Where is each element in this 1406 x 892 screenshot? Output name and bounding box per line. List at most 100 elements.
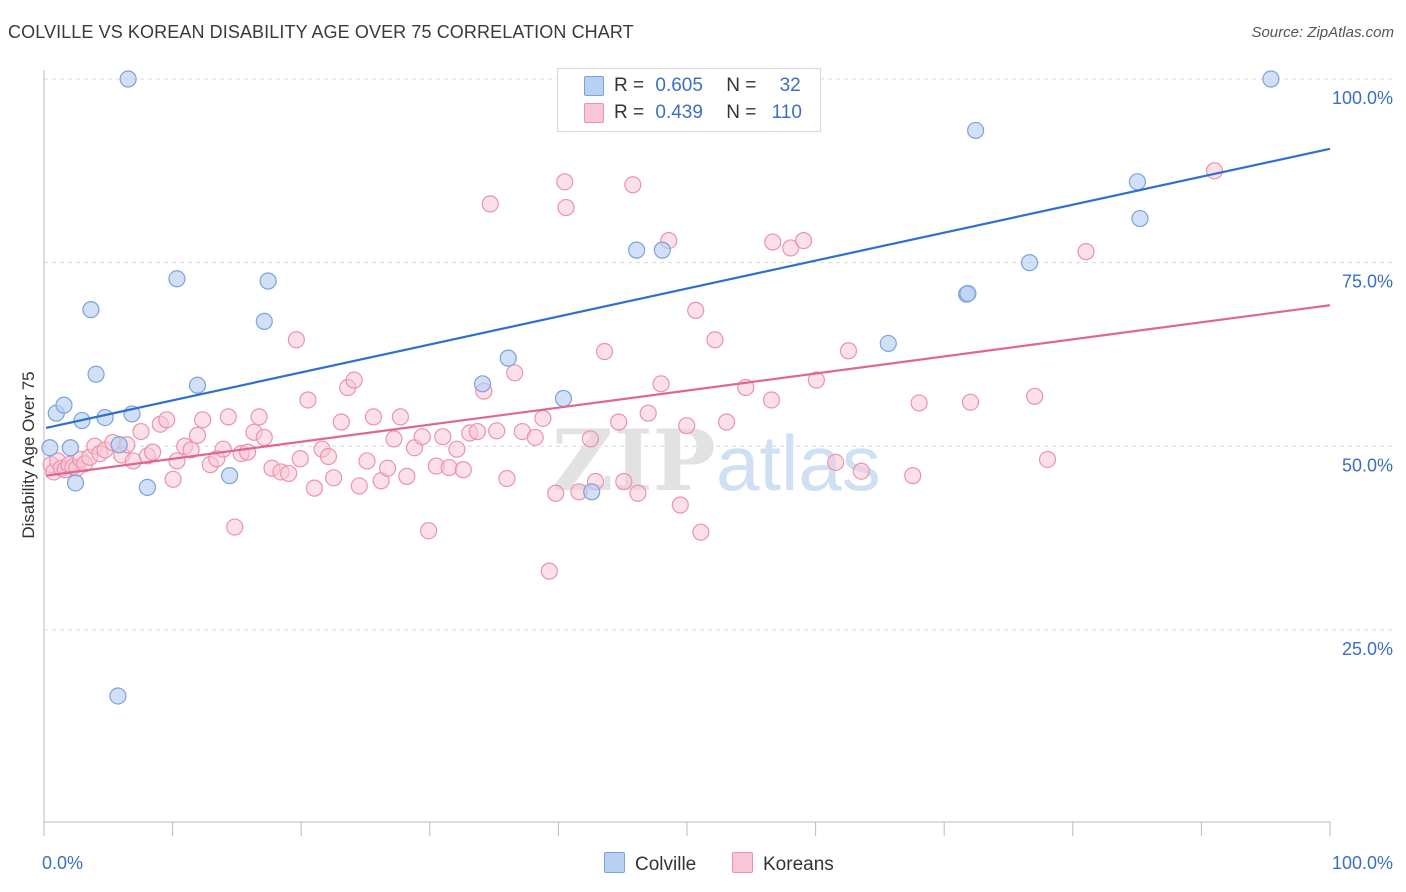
koreans-point	[652, 375, 670, 393]
koreans-point	[468, 422, 487, 441]
x-tick-label-max: 100.0%	[1332, 853, 1393, 873]
koreans-legend-swatch	[732, 852, 753, 873]
koreans-point	[615, 472, 633, 491]
colville-point	[499, 349, 517, 367]
koreans-point	[250, 408, 268, 426]
koreans-point	[143, 443, 162, 461]
colville-point	[41, 439, 59, 457]
koreans-point	[194, 411, 212, 429]
koreans-point	[687, 301, 705, 319]
koreans-point	[280, 464, 298, 483]
n-label: N =	[726, 102, 757, 123]
colville-point	[87, 365, 105, 383]
koreans-point	[182, 441, 200, 459]
colville-point	[583, 483, 601, 501]
koreans-point	[488, 422, 506, 440]
koreans-point	[385, 430, 403, 448]
koreans-point	[595, 342, 614, 361]
koreans-point	[291, 450, 309, 468]
koreans-point	[498, 469, 516, 488]
koreans-point	[1077, 243, 1095, 261]
colville-point	[1262, 70, 1280, 88]
colville-point	[959, 284, 977, 303]
y-tick-label-25: 25.0%	[1342, 639, 1393, 659]
koreans-point	[188, 426, 207, 444]
koreans-swatch	[584, 103, 604, 123]
n-label: N =	[726, 75, 757, 96]
koreans-point	[827, 453, 845, 472]
koreans-point	[132, 422, 150, 441]
trend-lines	[45, 147, 1331, 477]
colville-point	[109, 687, 127, 705]
koreans-point	[910, 394, 928, 412]
koreans-r-value: 0.439	[655, 102, 703, 123]
colville-point	[55, 396, 73, 414]
koreans-point	[1205, 162, 1224, 180]
colville-point	[1128, 173, 1147, 191]
colville-legend-label: Colville	[635, 854, 697, 875]
koreans-point	[624, 176, 642, 194]
colville-point	[628, 241, 646, 259]
koreans-point	[557, 198, 575, 217]
koreans-point	[1038, 450, 1057, 469]
colville-point	[66, 474, 85, 492]
koreans-point	[398, 467, 416, 485]
koreans-point	[420, 522, 438, 540]
koreans-point	[506, 364, 524, 382]
source-credit: Source: ZipAtlas.com	[1251, 24, 1394, 41]
r-label: R =	[614, 75, 645, 96]
colville-point	[879, 334, 897, 353]
colville-point	[255, 312, 273, 330]
koreans-point	[581, 430, 600, 448]
koreans-point	[678, 417, 696, 435]
y-axis-label: Disability Age Over 75	[19, 371, 38, 538]
koreans-point	[319, 447, 338, 466]
koreans-point	[305, 479, 323, 497]
koreans-point	[440, 458, 458, 477]
colville-point	[96, 409, 114, 427]
koreans-point	[481, 195, 499, 213]
colville-point	[119, 70, 137, 88]
colville-point	[554, 389, 573, 408]
koreans-point	[226, 518, 244, 536]
koreans-point	[1026, 387, 1044, 405]
koreans-point	[839, 342, 858, 360]
colville-point	[168, 270, 186, 288]
koreans-point	[540, 562, 558, 580]
koreans-point	[692, 523, 710, 541]
koreans-point	[164, 470, 182, 488]
colville-point	[1020, 254, 1039, 272]
koreans-point	[434, 428, 452, 446]
colville-point	[1131, 209, 1149, 228]
koreans-point	[214, 440, 232, 458]
colville-legend-swatch	[604, 852, 625, 873]
koreans-point	[706, 331, 724, 349]
koreans-point	[219, 408, 237, 426]
koreans-point	[391, 408, 409, 426]
koreans-point	[168, 452, 186, 470]
koreans-point	[547, 484, 565, 502]
koreans-point	[364, 408, 383, 426]
colville-point	[82, 301, 100, 319]
colville-trend-line	[45, 147, 1331, 429]
watermark-atlas: atlas	[716, 419, 881, 507]
koreans-n-value: 110	[771, 102, 802, 123]
koreans-point	[534, 409, 552, 427]
koreans-point	[639, 404, 657, 422]
koreans-point	[782, 239, 800, 257]
koreans-point	[556, 173, 574, 191]
colville-point	[259, 272, 277, 290]
koreans-point	[358, 452, 376, 470]
bottom-legend-colville: Colville	[604, 852, 696, 876]
koreans-point	[454, 461, 472, 479]
koreans-trend-line	[45, 304, 1331, 477]
koreans-point	[807, 371, 826, 389]
y-tick-label-50: 50.0%	[1342, 455, 1393, 475]
koreans-point	[764, 233, 782, 251]
colville-point	[110, 436, 128, 454]
koreans-point	[238, 443, 257, 461]
koreans-point	[299, 391, 317, 409]
colville-point	[653, 241, 671, 259]
colville-swatch	[584, 76, 604, 96]
